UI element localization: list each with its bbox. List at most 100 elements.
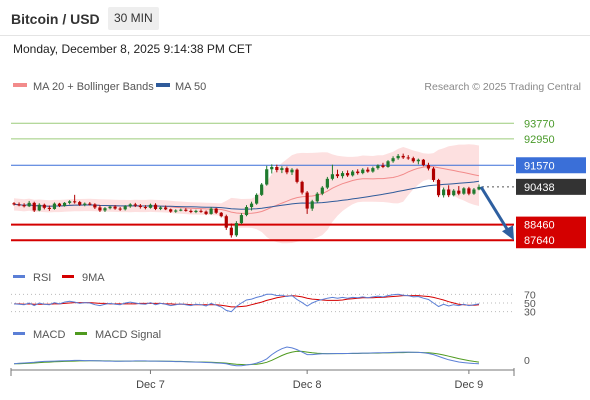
- candle-body: [209, 208, 213, 214]
- rsi-line: [13, 293, 480, 313]
- instrument-title: Bitcoin / USD: [11, 11, 100, 27]
- candle-body: [406, 157, 410, 159]
- candle-body: [275, 166, 279, 171]
- candle-body: [133, 204, 137, 206]
- candle-body: [447, 189, 451, 196]
- candle-body: [431, 168, 436, 180]
- macd-signal-legend-label: MACD Signal: [95, 329, 161, 341]
- candle-body: [340, 173, 345, 177]
- candle-body: [411, 158, 415, 162]
- time-axis: Dec 7 Dec 8 Dec 9: [10, 368, 515, 391]
- candle-body: [239, 215, 244, 224]
- rsi-legend-swatch: [13, 275, 25, 278]
- candle-body: [477, 186, 481, 190]
- rsi-ma-line: [14, 295, 480, 308]
- candle-body: [249, 203, 254, 208]
- forecast-arrow-line: [479, 186, 511, 234]
- candle-body: [138, 205, 142, 208]
- ma20-legend-label: MA 20 + Bollinger Bands: [33, 81, 154, 93]
- rsi-ma-legend-label: 9MA: [82, 272, 105, 284]
- candle-body: [345, 173, 350, 176]
- candle-body: [128, 204, 132, 207]
- candle-body: [234, 223, 238, 236]
- macd-signal-line: [13, 350, 480, 366]
- ma50-legend-label: MA 50: [175, 81, 206, 93]
- macd-signal-legend-swatch: [75, 332, 87, 335]
- timestamp: Monday, December 8, 2025 9:14:38 PM CET: [13, 42, 253, 56]
- candle-body: [88, 203, 92, 205]
- candle-body: [244, 207, 249, 216]
- candle-body: [315, 193, 319, 202]
- candle-body: [381, 165, 385, 167]
- level-label: 91570: [524, 160, 555, 172]
- candle-body: [426, 165, 431, 169]
- candle-body: [199, 210, 203, 212]
- candle-body: [361, 169, 365, 174]
- timeframe-selector[interactable]: 30 MIN: [108, 7, 159, 30]
- candle-body: [78, 202, 82, 205]
- macd-line: [13, 346, 480, 367]
- chart-header: Bitcoin / USD 30 MIN: [0, 0, 590, 36]
- candle-body: [27, 202, 31, 207]
- candle-body: [37, 204, 41, 211]
- level-label: 92950: [524, 134, 555, 146]
- candle-body: [330, 174, 335, 179]
- last-price-box: [516, 178, 586, 195]
- candle-body: [452, 190, 456, 196]
- candle-body: [169, 209, 173, 212]
- rsi-tick-label: 70: [524, 289, 536, 301]
- price-plot-area: 93770 92950 91570 88460 87640 90438: [11, 118, 586, 249]
- level-label-box: [516, 216, 586, 233]
- candle-body: [295, 169, 299, 182]
- candle-body: [219, 212, 223, 217]
- bollinger-bands: [14, 144, 479, 244]
- candle-body: [179, 209, 183, 211]
- macd-legend-swatch: [13, 332, 25, 335]
- candle-body: [356, 171, 360, 174]
- candle-body: [47, 207, 51, 209]
- candle-body: [285, 168, 289, 173]
- candle-body: [270, 166, 274, 170]
- candle-body: [229, 227, 233, 236]
- candle-body: [204, 211, 208, 214]
- candle-body: [310, 201, 314, 209]
- candle-body: [32, 202, 36, 211]
- candle-body: [83, 203, 87, 205]
- candle-body: [467, 188, 471, 194]
- candle-body: [391, 158, 395, 162]
- candle-body: [255, 194, 259, 204]
- last-price-label: 90438: [524, 182, 555, 194]
- ma20-legend-swatch: [13, 83, 27, 87]
- candle-body: [189, 210, 193, 213]
- candle-body: [305, 192, 309, 209]
- candle-body: [174, 210, 178, 212]
- candle-body: [386, 161, 390, 167]
- candle-body: [335, 174, 340, 177]
- candle-body: [164, 207, 168, 210]
- candle-body: [98, 207, 102, 211]
- candle-body: [325, 178, 329, 188]
- level-label: 93770: [524, 118, 555, 130]
- candle-body: [143, 207, 148, 209]
- candle-body: [371, 168, 375, 172]
- candle-body: [123, 206, 127, 210]
- macd-plot-area: 0: [13, 346, 530, 367]
- candle-body: [214, 208, 218, 213]
- time-axis-label: Dec 9: [455, 379, 484, 391]
- candle-body: [366, 169, 370, 172]
- rsi-tick-label: 50: [524, 298, 536, 310]
- candle-body: [265, 169, 269, 185]
- rsi-legend-label: RSI: [33, 272, 51, 284]
- time-axis-label: Dec 7: [136, 379, 165, 391]
- candle-body: [436, 179, 441, 196]
- time-axis-label: Dec 8: [293, 379, 322, 391]
- level-label-box: [516, 232, 586, 249]
- research-credit: Research © 2025 Trading Central: [424, 81, 581, 93]
- candle-body: [148, 204, 153, 208]
- ma50-legend-swatch: [156, 83, 170, 87]
- candle-body: [103, 208, 107, 211]
- candle-body: [57, 203, 62, 206]
- candle-body: [73, 201, 77, 203]
- candle-body: [17, 204, 21, 206]
- candle-body: [184, 209, 188, 211]
